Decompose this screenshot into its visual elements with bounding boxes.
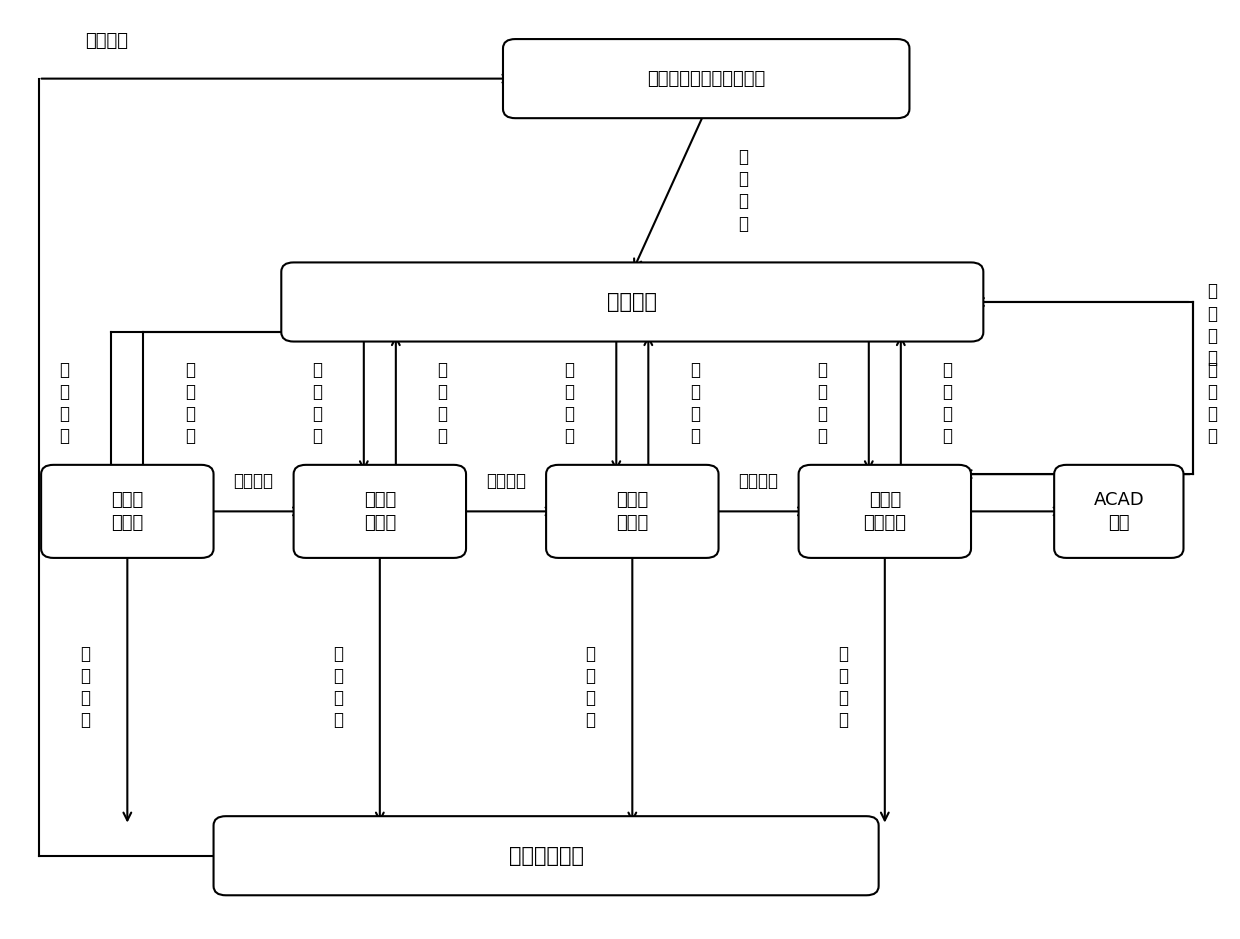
Text: 出
错
信
息: 出 错 信 息 [838, 645, 848, 730]
Text: 计算结果: 计算结果 [233, 471, 274, 489]
Text: 配筋计
算模块: 配筋计 算模块 [616, 490, 649, 532]
FancyBboxPatch shape [41, 465, 213, 558]
Text: 出错处理模块: 出错处理模块 [508, 846, 584, 866]
Text: 需
要
数
据: 需 要 数 据 [60, 361, 69, 445]
Text: 检查室结构数据输入模块: 检查室结构数据输入模块 [647, 69, 765, 87]
Text: 计
算
结
果: 计 算 结 果 [438, 361, 448, 445]
FancyBboxPatch shape [799, 465, 971, 558]
Text: 数据文件: 数据文件 [608, 292, 657, 312]
Text: 需
要
数
据: 需 要 数 据 [564, 361, 574, 445]
Text: ACAD
出图: ACAD 出图 [1094, 490, 1145, 532]
Text: 计算结果: 计算结果 [739, 471, 779, 489]
FancyBboxPatch shape [281, 262, 983, 342]
FancyBboxPatch shape [213, 816, 879, 895]
Text: 计
算
结
果: 计 算 结 果 [1208, 283, 1218, 367]
Text: 内力计
算模块: 内力计 算模块 [363, 490, 396, 532]
Text: 施工图
绘制模块: 施工图 绘制模块 [863, 490, 906, 532]
Text: 输
入
数
据: 输 入 数 据 [738, 148, 748, 233]
Text: 出
错
信
息: 出 错 信 息 [585, 645, 595, 730]
Text: 计算结果: 计算结果 [486, 471, 526, 489]
Text: 需
要
数
据: 需 要 数 据 [312, 361, 322, 445]
Text: 计
算
结
果: 计 算 结 果 [942, 361, 952, 445]
Text: 需
要
数
据: 需 要 数 据 [1208, 361, 1218, 445]
Text: 计
算
结
果: 计 算 结 果 [185, 361, 195, 445]
Text: 出错信息: 出错信息 [84, 32, 128, 51]
FancyBboxPatch shape [546, 465, 718, 558]
FancyBboxPatch shape [503, 39, 909, 118]
Text: 荷载计
算模块: 荷载计 算模块 [112, 490, 144, 532]
Text: 需
要
数
据: 需 要 数 据 [817, 361, 827, 445]
Text: 出
错
信
息: 出 错 信 息 [81, 645, 91, 730]
FancyBboxPatch shape [294, 465, 466, 558]
FancyBboxPatch shape [1054, 465, 1183, 558]
Text: 出
错
信
息: 出 错 信 息 [334, 645, 343, 730]
Text: 计
算
结
果: 计 算 结 果 [691, 361, 701, 445]
